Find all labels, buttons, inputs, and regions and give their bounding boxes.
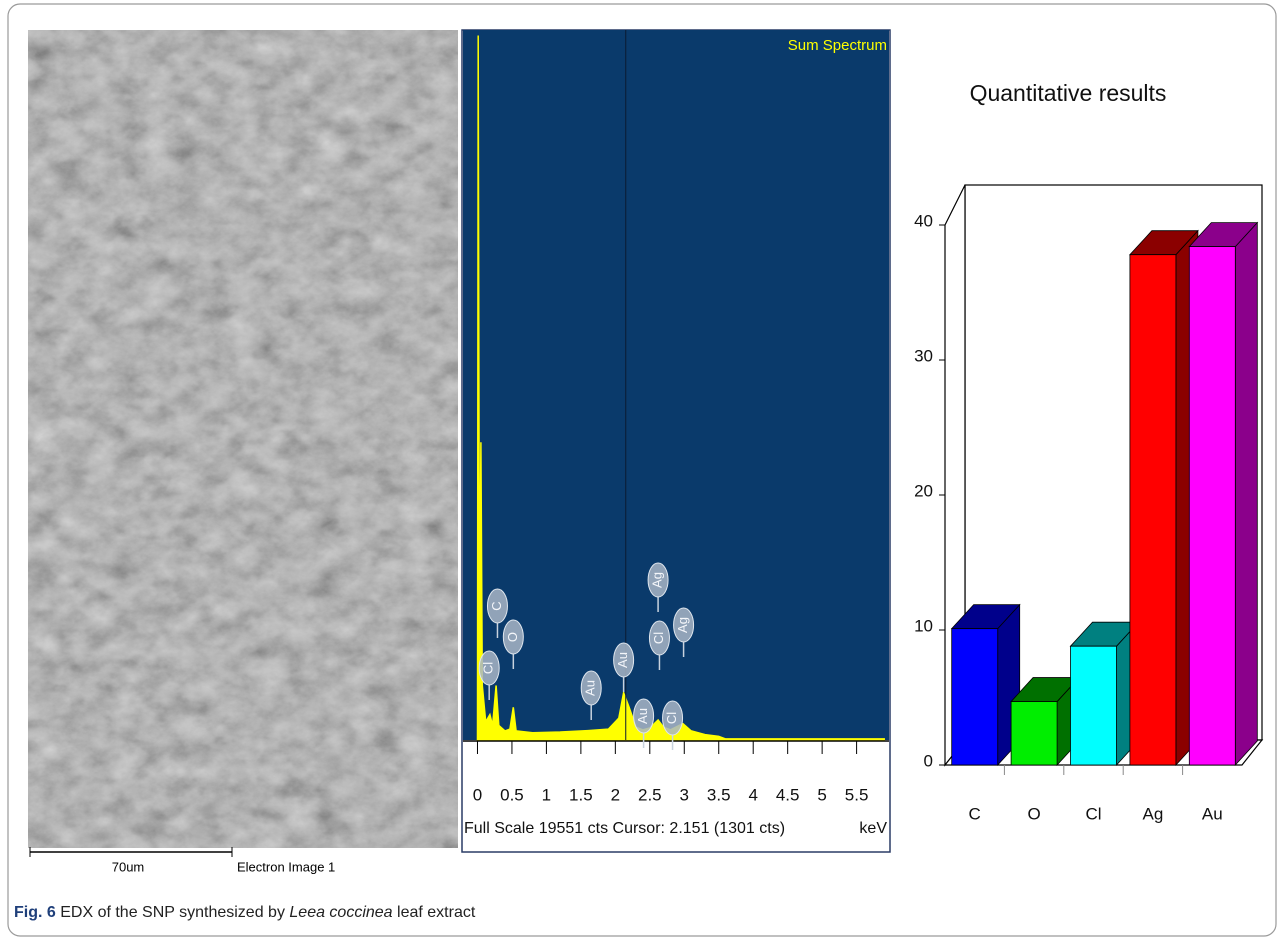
peak-label: Ag	[650, 572, 665, 588]
peak-label: Cl	[664, 712, 679, 724]
chart-title: Quantitative results	[970, 80, 1167, 106]
y-tick-label: 40	[914, 211, 933, 230]
x-tick-label: 1	[542, 785, 551, 804]
bar	[1011, 702, 1057, 765]
caption-tail: leaf extract	[393, 904, 476, 921]
x-tick-label: O	[1027, 804, 1040, 823]
caption-label: Fig. 6	[14, 904, 56, 921]
x-tick-label: Cl	[1085, 804, 1101, 823]
peak-label: C	[489, 601, 504, 610]
caption-text: EDX of the SNP synthesized by	[56, 904, 290, 921]
scale-label: 70um	[112, 859, 145, 874]
spectrum-title: Sum Spectrum	[788, 37, 887, 54]
x-tick-label: 3	[680, 785, 689, 804]
x-tick-label: 2	[611, 785, 620, 804]
peak-label: Ag	[675, 617, 690, 633]
bar	[1189, 247, 1235, 765]
peak-label: Au	[583, 680, 598, 696]
bar	[1130, 255, 1176, 765]
y-tick-label: 20	[914, 481, 933, 500]
caption-species: Leea coccinea	[289, 904, 392, 921]
x-tick-label: 5	[817, 785, 826, 804]
x-tick-label: 1.5	[569, 785, 593, 804]
bar	[1071, 646, 1117, 765]
bar-side	[1235, 223, 1257, 765]
peak-label: O	[505, 632, 520, 642]
x-tick-label: 0.5	[500, 785, 524, 804]
spectrum-chart: 0 0.5 1 1.5 2 2.5 3 3.5 4 4.5 5 5.5 Sum Spectrum Full…	[463, 30, 889, 837]
x-tick-label: 2.5	[638, 785, 662, 804]
bar-chart: Quantitative results 0 10 20 30 40 C O Cl Ag Au	[914, 80, 1262, 823]
footer: Full Scale 19551 cts Cursor: 2.151 (1301…	[464, 820, 785, 837]
x-tick-label: 3.5	[707, 785, 731, 804]
x-tick-label: Ag	[1143, 804, 1164, 823]
y-tick-label: 30	[914, 346, 933, 365]
peak-label: Au	[615, 652, 630, 668]
y-tick-label: 0	[924, 751, 933, 770]
caption: Fig. 6 EDX of the SNP synthesized by Lee…	[14, 904, 476, 921]
x-axis-label: keV	[859, 820, 887, 837]
peak-label: Cl	[651, 632, 666, 644]
x-tick-label: Au	[1202, 804, 1223, 823]
sem-image	[28, 30, 458, 848]
image-label: Electron Image 1	[237, 859, 335, 874]
peak-label: Cl	[481, 662, 496, 674]
x-tick-label: C	[969, 804, 981, 823]
peak-label: Au	[635, 708, 650, 724]
x-tick-label: 5.5	[845, 785, 869, 804]
y-tick-label: 10	[914, 616, 933, 635]
bar	[952, 629, 998, 765]
figure: 70um Electron Image 1 00.511.522.533.544…	[0, 0, 1284, 942]
x-tick-label: 0	[473, 785, 482, 804]
x-tick-label: 4	[748, 785, 757, 804]
x-tick-label: 4.5	[776, 785, 800, 804]
